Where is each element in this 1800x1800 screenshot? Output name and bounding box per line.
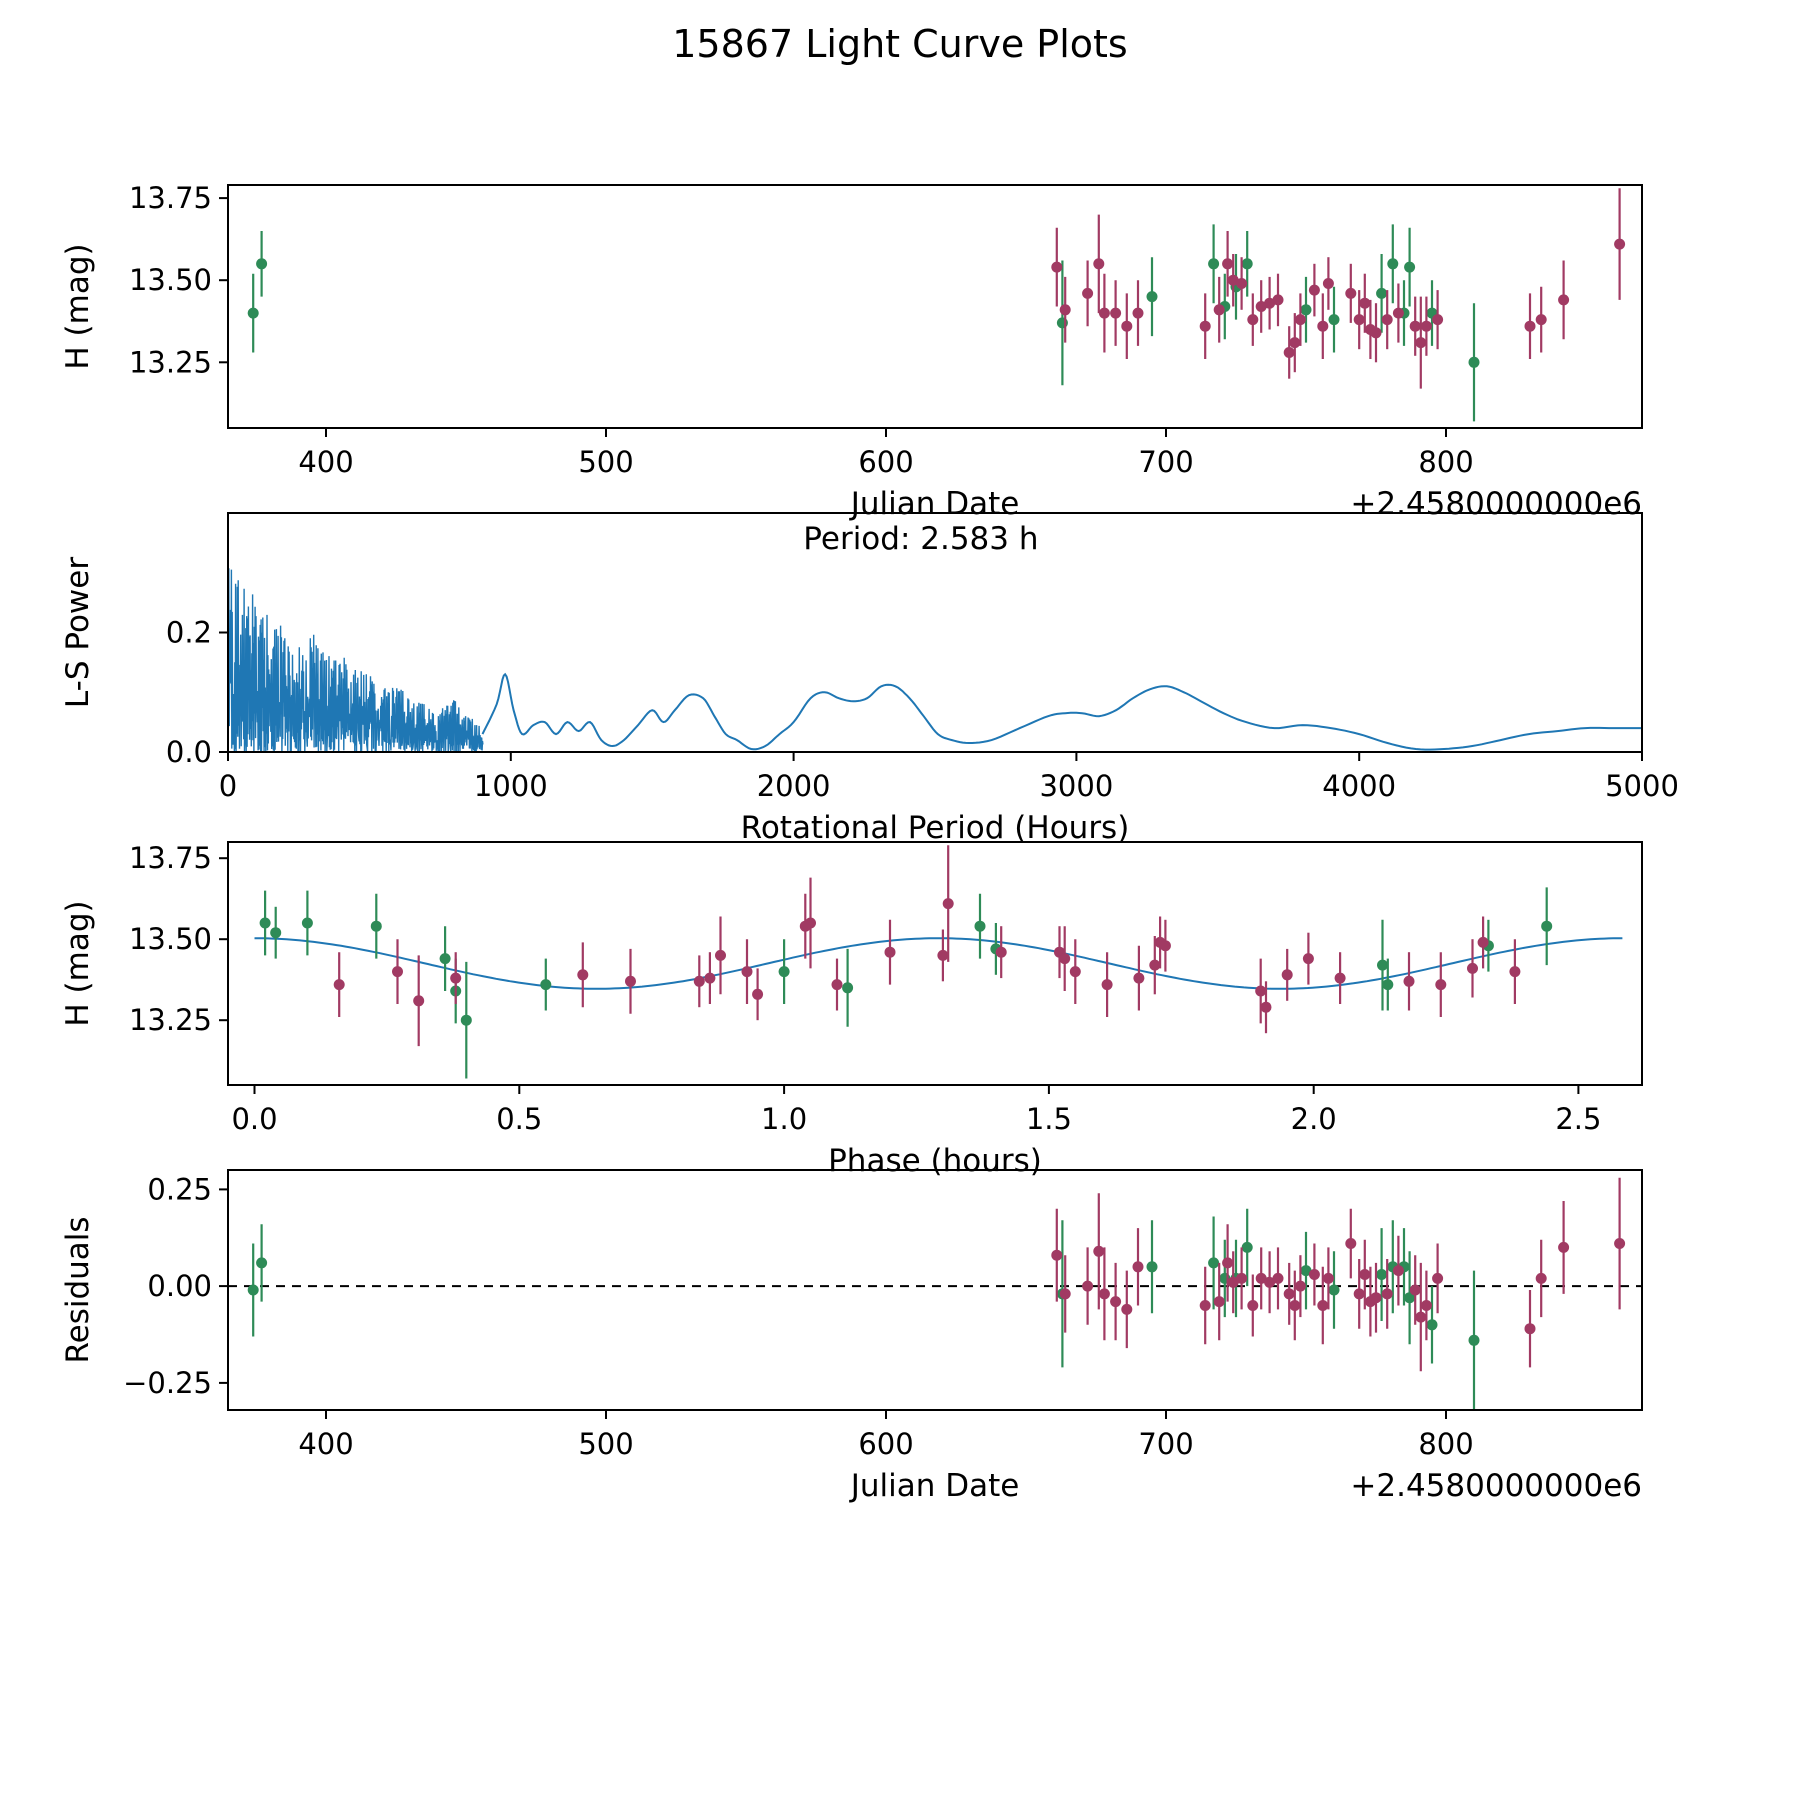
ls-power-curve [481, 672, 1642, 751]
light-curve-axis-offset-label: +2.4580000000e6 [1350, 486, 1642, 522]
residuals-panel: 400 500 600 700 800 −0.25 0.00 0.25 Julian Date +… [60, 1169, 1643, 1504]
light-curve-xtick-label: 500 [578, 445, 633, 479]
periodogram-xtick-label: 2000 [757, 769, 831, 803]
light-curve-x-axis-label: Julian Date [849, 486, 1020, 522]
figure-title: 15867 Light Curve Plots [672, 22, 1128, 66]
phase-curve-xtick-label: 1.5 [1026, 1102, 1072, 1136]
phase-curve-panel: 0.0 0.5 1.0 1.5 2.0 2.5 13.25 13.50 13.75 Phase (… [60, 841, 1643, 1179]
residuals-axes-box [227, 1169, 1643, 1411]
periodogram-ytick-label: 0.0 [166, 735, 212, 769]
residuals-plot-area [228, 1177, 1642, 1410]
light-curve-ytick-label: 13.25 [129, 345, 212, 379]
phase-curve-xtick-label: 0.5 [496, 1102, 542, 1136]
phase-curve-y-axis-label: H (mag) [60, 900, 96, 1026]
session-1-points [247, 1208, 1480, 1410]
phase-curve-ytick-label: 13.50 [129, 922, 212, 956]
periodogram-plot-area [228, 517, 1642, 752]
light-curve-ytick-label: 13.50 [129, 263, 212, 297]
light-curve-ytick-label: 13.75 [129, 181, 212, 215]
phase-curve-plot-area [254, 845, 1623, 1079]
light-curve-xtick-label: 800 [1418, 445, 1473, 479]
residuals-axis-offset-label: +2.4580000000e6 [1350, 1468, 1642, 1504]
session-2-points [333, 845, 1521, 1047]
phase-curve-x-axis-label: Phase (hours) [828, 1143, 1042, 1179]
session-2-points [1051, 1177, 1626, 1372]
periodogram-ytick-label: 0.2 [166, 616, 212, 650]
light-curve-xtick-label: 400 [298, 445, 353, 479]
residuals-xtick-label: 600 [858, 1427, 913, 1461]
residuals-ytick-label: −0.25 [123, 1366, 212, 1400]
light-curve-y-axis-label: H (mag) [60, 243, 96, 369]
phase-curve-xtick-label: 1.0 [761, 1102, 807, 1136]
periodogram-xtick-label: 3000 [1039, 769, 1113, 803]
periodogram-y-axis-label: L-S Power [60, 557, 96, 708]
residuals-xtick-label: 700 [1138, 1427, 1193, 1461]
residuals-x-axis-label: Julian Date [849, 1468, 1020, 1504]
ls-power-noise [228, 517, 484, 752]
phase-curve-xtick-label: 2.0 [1291, 1102, 1337, 1136]
periodogram-x-axis-label: Rotational Period (Hours) [741, 810, 1130, 846]
phase-curve-xtick-label: 2.5 [1555, 1102, 1601, 1136]
periodogram-xtick-label: 4000 [1322, 769, 1396, 803]
phase-curve-ytick-label: 13.75 [129, 841, 212, 875]
residuals-y-axis-label: Residuals [60, 1216, 96, 1363]
light-curve-plot-area [247, 188, 1626, 422]
residuals-xtick-label: 400 [298, 1427, 353, 1461]
phase-fit-curve [254, 937, 1623, 990]
periodogram-panel: 0 1000 2000 3000 4000 5000 0.0 0.2 Rotational Pe… [60, 512, 1679, 846]
residuals-ytick-label: 0.25 [147, 1172, 212, 1206]
periodogram-xtick-label: 1000 [474, 769, 548, 803]
phase-curve-xtick-label: 0.0 [231, 1102, 277, 1136]
light-curve-axes-box [227, 184, 1643, 429]
session-1-points [247, 224, 1480, 422]
phase-curve-ytick-label: 13.25 [129, 1003, 212, 1037]
session-2-points [1051, 188, 1626, 389]
periodogram-annotation: Period: 2.583 h [803, 521, 1038, 557]
session-1-points [259, 887, 1553, 1079]
residuals-xtick-label: 500 [578, 1427, 633, 1461]
light-curve-xtick-label: 700 [1138, 445, 1193, 479]
light-curve-xtick-label: 600 [858, 445, 913, 479]
phase-curve-axes-box [227, 841, 1643, 1086]
periodogram-xtick-label: 5000 [1605, 769, 1679, 803]
light-curve-panel: 400 500 600 700 800 13.25 13.50 13.75 Julian Dat… [60, 181, 1643, 522]
residuals-xtick-label: 800 [1418, 1427, 1473, 1461]
residuals-ytick-label: 0.00 [147, 1269, 212, 1303]
periodogram-xtick-label: 0 [219, 769, 237, 803]
